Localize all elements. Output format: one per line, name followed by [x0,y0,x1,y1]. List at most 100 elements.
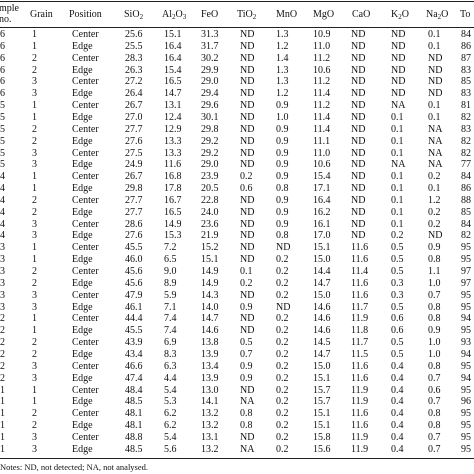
header-sample-line1: mple [0,3,19,14]
cell-k2o: 0.1 [391,183,404,194]
cell-total: 85 [461,206,471,218]
cell-total: 83 [461,88,471,100]
cell-mno: 1.2 [276,88,289,100]
cell-k2o: 0.6 [391,313,404,325]
cell-al2o3: 13.1 [164,100,182,112]
cell-position: Edge [72,396,93,408]
cell-position: Edge [72,40,93,52]
cell-tio2: ND [240,147,255,159]
cell-grain: 3 [32,147,37,159]
cell-cao: ND [351,123,366,135]
cell-total: 94 [461,348,471,360]
cell-na2o: NA [428,123,443,135]
cell-cao: 11.7 [351,301,369,313]
cell-feo: 21.9 [201,230,219,242]
cell-mno: ND [276,301,291,313]
cell-total: 95 [461,408,471,420]
cell-feo: 13.1 [201,431,219,443]
cell-grain: 1 [32,325,37,337]
cell-mno: 1.0 [276,112,289,123]
cell-na2o: 0.9 [428,325,441,337]
cell-feo: 30.2 [201,52,219,64]
cell-al2o3: 5.9 [164,289,177,301]
cell-sio2: 27.2 [125,76,143,88]
cell-sio2: 26.4 [125,88,143,100]
cell-tio2: 0.8 [240,420,253,432]
cell-mno: 0.9 [276,159,289,171]
cell-total: 84 [461,218,471,230]
cell-sample: 2 [0,372,5,384]
cell-tio2: 0.2 [240,277,253,289]
cell-tio2: ND [240,135,255,147]
cell-al2o3: 16.4 [164,40,182,52]
cell-sample: 3 [0,254,5,266]
cell-sio2: 27.7 [125,123,143,135]
cell-na2o: 0.8 [428,254,441,266]
cell-cao: ND [351,194,366,206]
cell-feo: 23.6 [201,218,219,230]
cell-sample: 2 [0,313,5,325]
cell-total: 82 [461,230,471,242]
cell-grain: 1 [32,112,37,123]
cell-feo: 13.2 [201,443,219,455]
cell-al2o3: 6.2 [164,420,177,432]
cell-sio2: 24.9 [125,159,143,171]
cell-k2o: 0.4 [391,443,404,455]
cell-sample: 1 [0,384,5,396]
cell-grain: 1 [32,171,37,183]
cell-feo: 29.0 [201,76,219,88]
cell-total: 94 [461,372,471,384]
cell-k2o: 0.6 [391,325,404,337]
header-mno: MnO [276,9,298,20]
cell-na2o: ND [428,52,443,64]
cell-sample: 6 [0,88,5,100]
cell-cao: ND [351,183,366,194]
cell-al2o3: 16.7 [164,194,182,206]
cell-feo: 29.2 [201,135,219,147]
cell-al2o3: 16.4 [164,52,182,64]
header-total: To [460,9,471,20]
cell-feo: 20.5 [201,183,219,194]
cell-mgo: 16.1 [313,218,331,230]
cell-sio2: 44.4 [125,313,143,325]
cell-k2o: 0.3 [391,277,404,289]
cell-position: Center [72,337,99,349]
cell-cao: 11.9 [351,313,369,325]
cell-cao: 11.6 [351,360,369,372]
cell-grain: 3 [32,301,37,313]
cell-k2o: ND [391,76,406,88]
cell-grain: 1 [32,254,37,266]
cell-k2o: 0.1 [391,112,404,123]
cell-al2o3: 15.4 [164,64,182,76]
cell-al2o3: 13.3 [164,135,182,147]
cell-total: 86 [461,183,471,194]
cell-sample: 4 [0,194,5,206]
cell-k2o: 0.1 [391,135,404,147]
cell-sample: 2 [0,325,5,337]
cell-mno: 0.2 [276,266,289,277]
cell-feo: 14.1 [201,396,219,408]
cell-cao: 11.6 [351,254,369,266]
cell-al2o3: 9.0 [164,266,177,277]
cell-k2o: 0.4 [391,431,404,443]
cell-cao: ND [351,171,366,183]
cell-tio2: ND [240,52,255,64]
cell-position: Edge [72,443,93,455]
cell-position: Center [72,408,99,420]
cell-mno: 0.9 [276,135,289,147]
cell-mgo: 15.7 [313,396,331,408]
cell-al2o3: 7.4 [164,325,177,337]
cell-total: 95 [461,301,471,313]
cell-sio2: 48.5 [125,443,143,455]
cell-position: Center [72,52,99,64]
cell-mno: 0.2 [276,313,289,325]
cell-tio2: ND [240,431,255,443]
cell-tio2: NA [240,443,255,455]
cell-mno: 0.9 [276,171,289,183]
cell-sio2: 28.3 [125,52,143,64]
cell-mno: 1.4 [276,52,289,64]
cell-mgo: 14.7 [313,348,331,360]
cell-tio2: 0.5 [240,337,253,349]
cell-k2o: NA [391,100,406,112]
header-k2o: K2O [391,9,409,21]
